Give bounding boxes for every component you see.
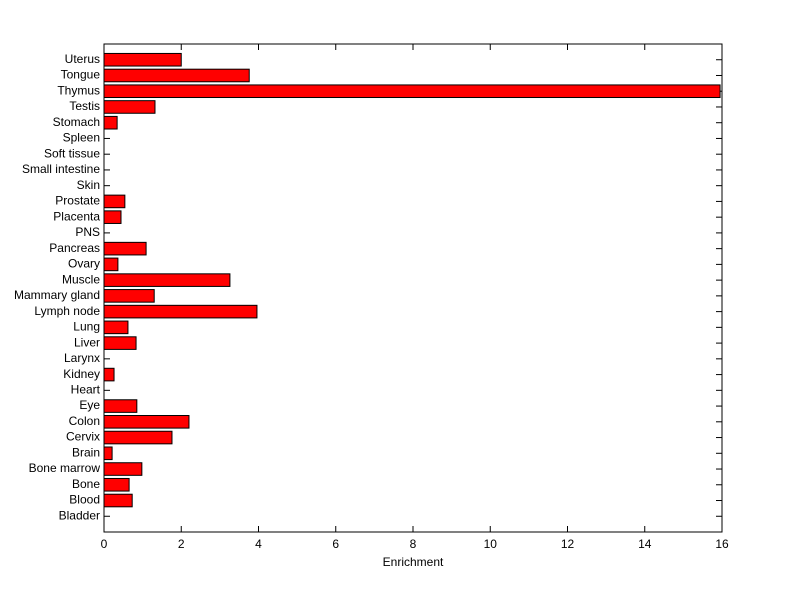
x-tick-label: 8 [410, 537, 417, 551]
y-tick-label: Blood [69, 493, 100, 507]
y-tick-label: Thymus [57, 83, 100, 97]
x-tick-label: 10 [484, 537, 498, 551]
bar [103, 194, 126, 209]
y-tick-label: Bladder [59, 508, 100, 522]
bar [103, 336, 137, 350]
y-tick-label: Prostate [55, 194, 100, 208]
bar [103, 68, 250, 83]
y-tick-label: Uterus [65, 52, 100, 66]
y-tick-label: Mammary gland [14, 288, 100, 302]
bar [103, 84, 721, 99]
bar [103, 415, 190, 429]
bar [103, 320, 129, 335]
y-tick-label: Eye [79, 398, 100, 412]
plot-area [103, 43, 723, 533]
bar [103, 462, 143, 476]
x-tick-label: 12 [561, 537, 575, 551]
y-tick-label: Bone [72, 477, 100, 491]
y-tick-label: Liver [74, 335, 100, 349]
y-tick-label: Pancreas [49, 241, 100, 255]
y-tick-label: Bone marrow [29, 461, 101, 475]
y-tick-label: Heart [71, 382, 101, 396]
bar [103, 367, 115, 382]
y-tick-label: Cervix [66, 430, 100, 444]
y-tick-label: Testis [69, 99, 100, 113]
y-tick-label: Tongue [61, 68, 101, 82]
x-tick-label: 0 [101, 537, 108, 551]
bar [103, 273, 231, 287]
x-tick-label: 6 [332, 537, 339, 551]
bar [103, 304, 258, 319]
x-tick-label: 14 [638, 537, 652, 551]
bar [103, 210, 122, 224]
x-tick-label: 16 [715, 537, 729, 551]
y-tick-label: Lung [73, 320, 100, 334]
y-tick-label: Colon [69, 414, 100, 428]
y-tick-label: Lymph node [34, 304, 100, 318]
bar [103, 430, 173, 445]
y-tick-label: Placenta [53, 209, 100, 223]
bar [103, 100, 156, 114]
bar [103, 115, 118, 130]
bar [103, 52, 182, 67]
bar [103, 257, 119, 272]
y-tick-label: Skin [77, 178, 100, 192]
bar [103, 241, 147, 256]
y-tick-label: Brain [72, 445, 100, 459]
y-tick-label: Soft tissue [44, 146, 100, 160]
y-tick-label: Kidney [63, 367, 100, 381]
bar [103, 493, 133, 508]
bar [103, 446, 113, 461]
bar [103, 289, 155, 303]
x-tick-label: 4 [255, 537, 262, 551]
y-tick-label: Ovary [68, 257, 100, 271]
y-tick-label: Small intestine [22, 162, 100, 176]
bar [103, 399, 138, 413]
bar [103, 477, 130, 492]
y-tick-label: PNS [75, 225, 100, 239]
y-tick-label: Larynx [64, 351, 100, 365]
y-tick-label: Stomach [53, 115, 100, 129]
y-tick-label: Spleen [63, 131, 100, 145]
x-tick-label: 2 [178, 537, 185, 551]
x-axis-label: Enrichment [383, 555, 444, 569]
y-tick-label: Muscle [62, 272, 100, 286]
